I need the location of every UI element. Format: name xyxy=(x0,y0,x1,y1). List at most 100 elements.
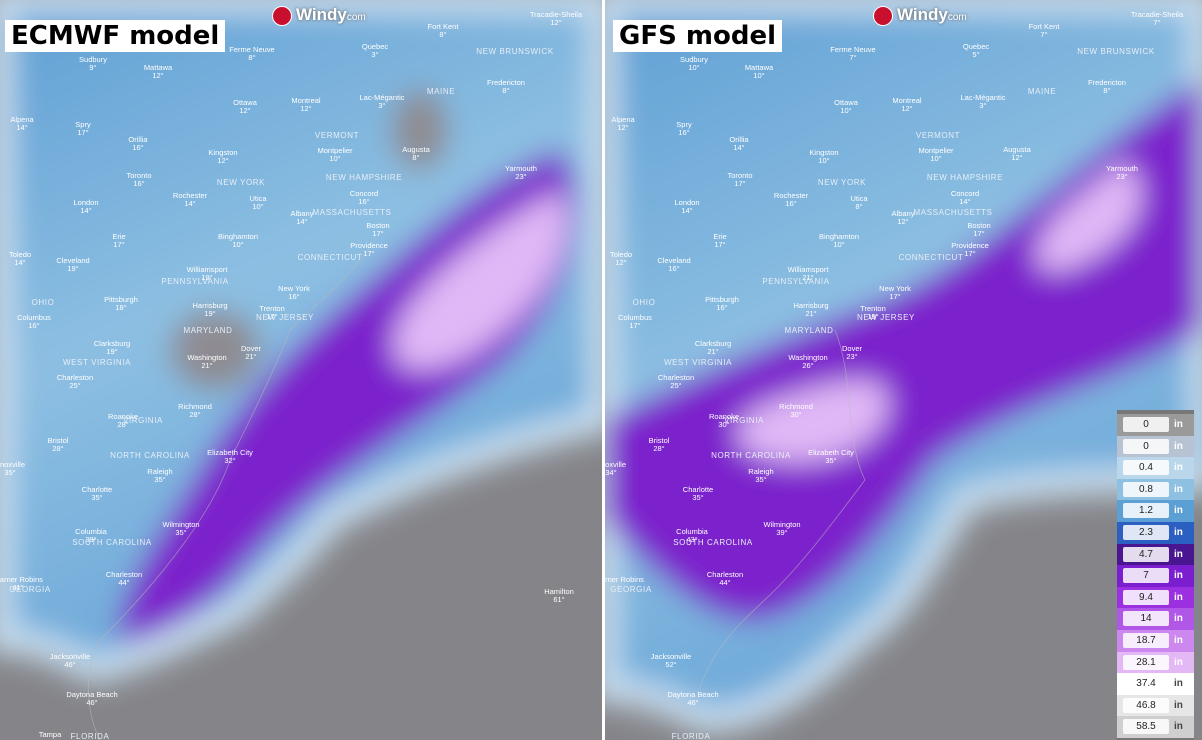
city-name: Binghamton xyxy=(819,232,859,241)
legend-row: 0 in xyxy=(1117,414,1194,436)
city-temp: 16° xyxy=(132,143,143,152)
city-name: Charleston xyxy=(57,373,93,382)
region-label: PENNSYLVANIA xyxy=(762,277,829,286)
city-temp: 14° xyxy=(14,258,25,267)
city-name: Cleveland xyxy=(657,256,690,265)
city-name: Charlotte xyxy=(683,485,713,494)
legend-value: 4.7 xyxy=(1123,546,1169,562)
legend-unit: in xyxy=(1174,656,1183,668)
legend-unit: in xyxy=(1174,613,1183,625)
legend-row: 0 in xyxy=(1117,435,1194,458)
city-temp: 44° xyxy=(118,578,129,587)
city-temp: 17° xyxy=(363,249,374,258)
legend-value: 0.4 xyxy=(1123,460,1169,476)
city-name: Toronto xyxy=(126,171,151,180)
legend-row: 9.4 in xyxy=(1117,586,1194,609)
city-name: Concord xyxy=(350,189,378,198)
city-temp: 16° xyxy=(668,264,679,273)
legend-row: 7 in xyxy=(1117,565,1194,587)
city-temp: 43° xyxy=(686,535,697,544)
city-name: Dover xyxy=(241,344,262,353)
city-name: Wilmington xyxy=(763,520,800,529)
map: NEW BRUNSWICK MAINE VERMONT NEW HAMPSHIRE MA… xyxy=(0,0,602,740)
city-temp: 28° xyxy=(117,420,128,429)
legend-row: 0.8 in xyxy=(1117,478,1194,501)
city-name: Dover xyxy=(842,344,863,353)
city-temp: 17° xyxy=(372,229,383,238)
city-name: Daytona Beach xyxy=(667,690,718,699)
legend-unit: in xyxy=(1174,440,1183,452)
city-temp: 21° xyxy=(802,273,813,282)
city-temp: 35° xyxy=(175,528,186,537)
logo-icon xyxy=(873,5,893,26)
city-temp: 16° xyxy=(133,179,144,188)
city-temp: 7° xyxy=(849,53,856,62)
purple-band xyxy=(605,80,1202,621)
legend-unit: in xyxy=(1174,570,1183,582)
city-name: Montreal xyxy=(291,96,321,105)
region-label: NORTH CAROLINA xyxy=(110,451,190,460)
city-temp: 17° xyxy=(77,128,88,137)
region-label: MASSACHUSETTS xyxy=(914,208,993,217)
city-temp: 8° xyxy=(855,202,862,211)
city-name: Tracadie-Sheila xyxy=(1131,10,1184,19)
legend-unit: in xyxy=(1174,699,1183,711)
city-temp: 25° xyxy=(670,381,681,390)
city-temp: 35° xyxy=(825,456,836,465)
city-temp: 12° xyxy=(152,71,163,80)
city-temp: 12° xyxy=(897,217,908,226)
city-temp: 32° xyxy=(224,456,235,465)
region-label: MARYLAND xyxy=(183,326,232,335)
city-temp: 7° xyxy=(1153,18,1160,27)
city-name: Rochester xyxy=(774,191,809,200)
city-name: Fort Kent xyxy=(1029,22,1061,31)
city-temp: 10° xyxy=(688,63,699,72)
logo-text: Windy xyxy=(897,5,948,24)
legend-value: 28.1 xyxy=(1123,654,1169,670)
city-temp: 12° xyxy=(300,104,311,113)
city-temp: 25° xyxy=(69,381,80,390)
legend-row: 4.7 in xyxy=(1117,543,1194,566)
city-name: Sudbury xyxy=(680,55,708,64)
city-temp: 5° xyxy=(972,50,979,59)
legend-unit: in xyxy=(1174,483,1183,495)
city-temp: 21° xyxy=(805,309,816,318)
city-temp: 12° xyxy=(217,156,228,165)
snow-edge xyxy=(605,0,1202,734)
city-temp: 35° xyxy=(755,475,766,484)
legend-value: 7 xyxy=(1123,568,1169,584)
city-temp: 8° xyxy=(1103,86,1110,95)
city-name: Raleigh xyxy=(748,467,773,476)
city-temp: 10° xyxy=(753,71,764,80)
region-label: FLORIDA xyxy=(71,732,110,740)
city-name: Trenton xyxy=(259,304,285,313)
city-temp: 16° xyxy=(785,199,796,208)
city-temp: 10° xyxy=(232,240,243,249)
city-name: Hamilton xyxy=(544,587,574,596)
city-name: Utica xyxy=(249,194,267,203)
city-temp: 10° xyxy=(818,156,829,165)
city-name: Spry xyxy=(75,120,91,129)
windy-logo: Windycom xyxy=(272,5,366,26)
city-name: Daytona Beach xyxy=(66,690,117,699)
region-label: OHIO xyxy=(32,298,55,307)
city-temp: 16° xyxy=(28,321,39,330)
city-temp: 35° xyxy=(4,468,15,477)
region-label: NEW BRUNSWICK xyxy=(476,47,554,56)
precip xyxy=(605,0,1202,734)
logo-suffix: com xyxy=(346,12,366,23)
city-name: Erie xyxy=(713,232,726,241)
city-name: Warner Robins xyxy=(605,575,644,584)
city-temp: 8° xyxy=(412,153,419,162)
city-temp: 35° xyxy=(91,493,102,502)
legend-row: 1.2 in xyxy=(1117,500,1194,522)
city-temp: 12° xyxy=(239,106,250,115)
gray-patch xyxy=(392,90,448,170)
city-temp: 8° xyxy=(502,86,509,95)
city-name: Columbus xyxy=(618,313,652,322)
region-label: PENNSYLVANIA xyxy=(161,277,228,286)
map-panel: NEW BRUNSWICK MAINE VERMONT NEW HAMPSHIRE MA… xyxy=(0,0,602,740)
city-temp: 7° xyxy=(1040,30,1047,39)
city-temp: 16° xyxy=(288,292,299,301)
city-temp: 14° xyxy=(681,206,692,215)
